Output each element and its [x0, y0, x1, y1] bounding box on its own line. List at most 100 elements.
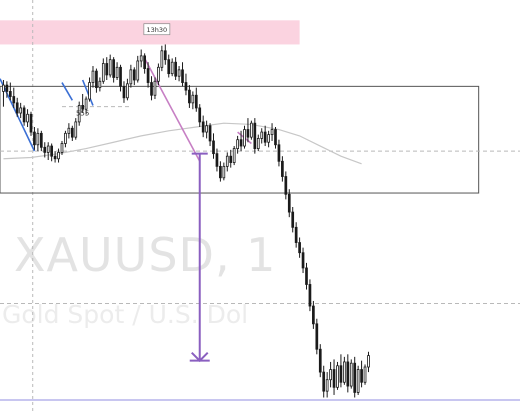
moving-average-line	[3, 122, 362, 165]
candle-body-9	[33, 131, 36, 146]
candle-body-4	[15, 102, 19, 114]
candle-body-37	[129, 69, 133, 85]
candle-body-24	[84, 98, 88, 110]
candle-body-48	[167, 59, 171, 75]
candle-body-8	[29, 113, 33, 133]
candle-body-90	[312, 305, 315, 325]
candle-body-98	[339, 365, 343, 383]
candle-body-93	[322, 371, 326, 392]
candle-body-77	[267, 134, 270, 143]
candle-body-82	[284, 176, 288, 195]
candle-body-35	[122, 85, 126, 99]
candle-body-13	[46, 145, 50, 153]
candle-body-46	[160, 50, 164, 68]
candle-body-71	[246, 129, 250, 138]
candle-body-34	[119, 66, 122, 87]
candle-body-50	[174, 61, 177, 77]
candle-body-79	[274, 129, 277, 146]
candle-body-65	[225, 155, 229, 167]
candle-body-49	[170, 61, 174, 75]
candle-body-58	[201, 121, 205, 133]
symbol-watermark: XAUUSD, 1	[14, 228, 277, 282]
candle-body-20	[70, 127, 74, 138]
candle-body-101	[349, 362, 353, 387]
candle-body-23	[81, 105, 84, 110]
candle-body-0	[2, 84, 5, 92]
candle-body-52	[181, 69, 184, 83]
candle-body-81	[281, 160, 284, 177]
candle-body-76	[263, 131, 267, 143]
candle-body-88	[305, 267, 308, 285]
candle-body-14	[50, 145, 54, 157]
candle-body-42	[146, 68, 150, 83]
candle-body-21	[74, 121, 78, 138]
candle-body-41	[143, 55, 146, 69]
candle-body-84	[291, 211, 295, 228]
candle-body-104	[360, 369, 363, 383]
description-watermark: Gold Spot / U.S. Dol	[2, 300, 249, 329]
candle-body-10	[36, 132, 40, 146]
candle-body-67	[232, 148, 236, 163]
candle-body-38	[132, 69, 136, 81]
candle-body-68	[236, 139, 239, 149]
candle-body-12	[43, 146, 47, 153]
candle-body-73	[253, 122, 257, 149]
candle-body-85	[294, 226, 298, 243]
candle-body-89	[308, 284, 312, 307]
candle-body-2	[8, 91, 12, 97]
candle-body-92	[318, 348, 322, 373]
candle-body-97	[336, 365, 339, 388]
candle-body-44	[153, 80, 157, 96]
candle-body-18	[64, 132, 67, 144]
candle-body-99	[343, 361, 346, 383]
candle-body-62	[215, 153, 219, 167]
candle-body-105	[363, 366, 367, 383]
candle-body-51	[177, 69, 181, 77]
candle-body-16	[57, 151, 60, 160]
candle-body-66	[229, 155, 233, 163]
range-box[interactable]	[0, 85, 480, 194]
candle-body-83	[287, 193, 291, 213]
candle-body-39	[136, 60, 140, 81]
candle-body-55	[191, 94, 195, 104]
candle-body-5	[19, 107, 23, 114]
candle-body-72	[250, 122, 253, 138]
candle-body-3	[12, 96, 16, 104]
candle-body-32	[112, 59, 115, 78]
candle-body-87	[301, 252, 305, 269]
candle-body-47	[163, 50, 167, 61]
candle-body-26	[91, 70, 95, 83]
candle-body-56	[194, 94, 198, 109]
candle-body-11	[39, 132, 43, 148]
candle-body-95	[329, 369, 332, 381]
candle-body-91	[315, 323, 319, 350]
candle-body-6	[22, 107, 26, 123]
candle-body-19	[67, 127, 71, 134]
candle-body-69	[239, 139, 243, 147]
candle-body-60	[208, 125, 212, 142]
blue-leg-a-trendline[interactable]	[61, 82, 74, 101]
candle-body-15	[53, 155, 57, 160]
candle-body-63	[219, 165, 222, 179]
candle-body-96	[332, 369, 336, 388]
candle-body-27	[95, 70, 98, 89]
candle-body-29	[101, 63, 105, 82]
high-label-box	[143, 23, 171, 36]
candle-body-78	[270, 129, 274, 136]
blue-leg-b-trendline[interactable]	[81, 79, 94, 106]
candle-body-100	[346, 361, 350, 387]
candle-body-1	[5, 84, 9, 92]
candle-body-53	[184, 82, 188, 91]
candle-body-61	[212, 140, 215, 155]
candle-body-7	[26, 113, 29, 123]
candle-body-59	[205, 125, 208, 133]
candle-body-40	[139, 55, 143, 62]
candle-body-74	[256, 138, 260, 149]
candle-body-31	[108, 59, 112, 76]
candle-body-54	[188, 89, 191, 104]
candle-body-22	[77, 105, 81, 123]
candle-body-17	[60, 143, 64, 153]
pink-down-trendline[interactable]	[143, 58, 201, 162]
candle-body-86	[298, 242, 301, 254]
